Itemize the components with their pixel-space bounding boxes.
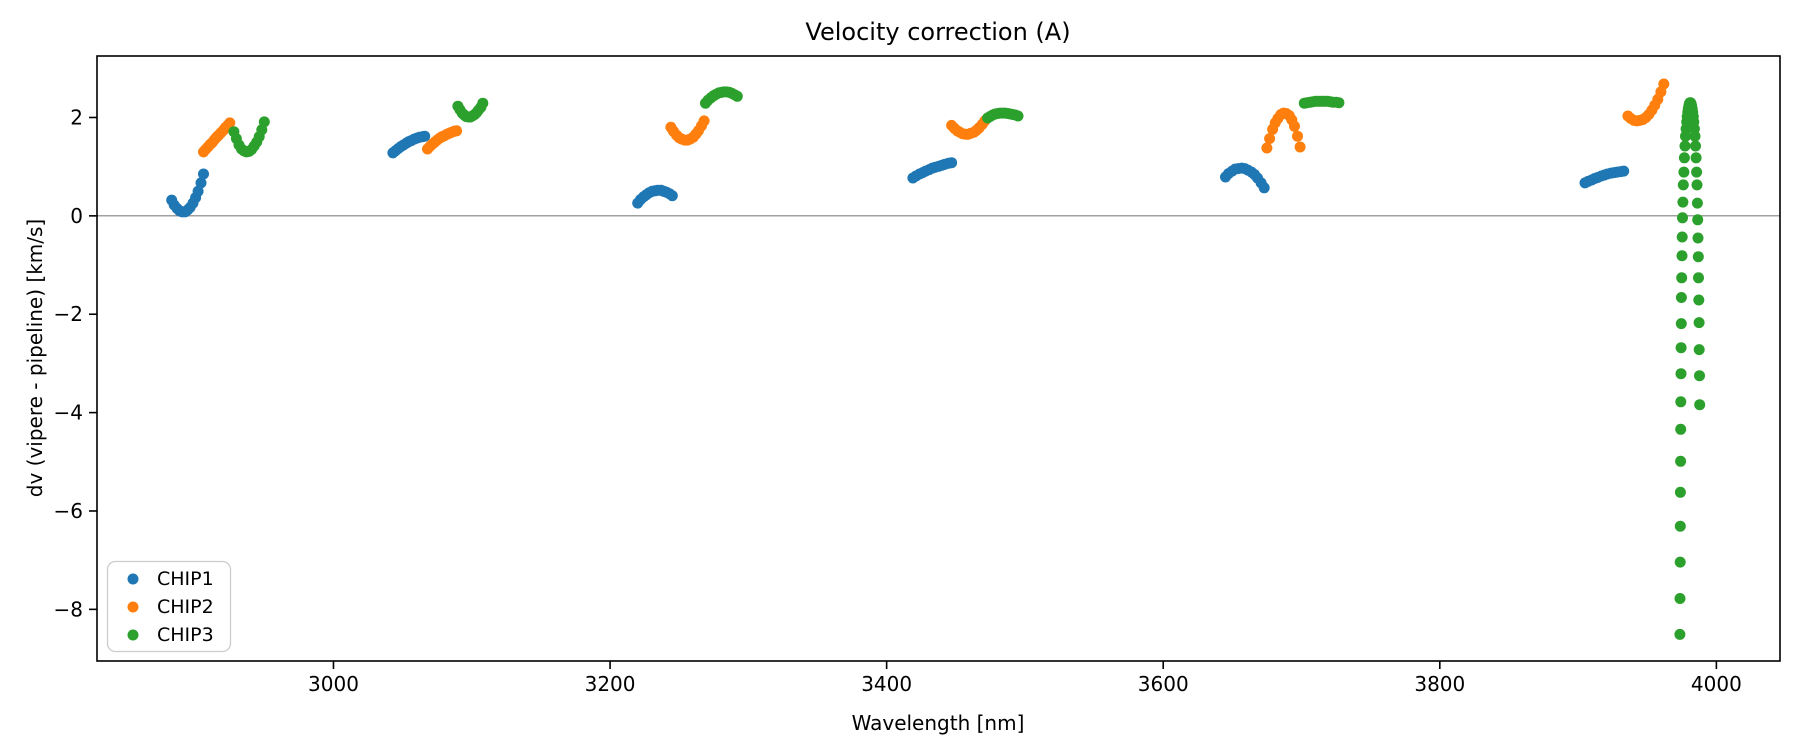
scatter-point	[1676, 272, 1688, 284]
legend-item-chip2: CHIP2	[127, 596, 214, 618]
legend-label: CHIP1	[157, 568, 214, 590]
scatter-point	[1690, 152, 1702, 164]
y-tick-label: −6	[54, 499, 83, 523]
scatter-point	[1289, 120, 1300, 132]
scatter-point	[1258, 182, 1270, 194]
x-tick-label: 3400	[861, 672, 912, 696]
scatter-point	[1674, 556, 1686, 568]
scatter-point	[1674, 486, 1686, 498]
scatter-point	[1678, 152, 1690, 164]
scatter-point	[258, 116, 270, 128]
y-tick-label: −4	[54, 401, 83, 425]
scatter-point	[1674, 520, 1686, 532]
scatter-point	[451, 125, 463, 137]
series-chip2	[198, 78, 1670, 158]
scatter-point	[1675, 292, 1687, 303]
x-axis-label: Wavelength [nm]	[852, 711, 1025, 735]
scatter-point	[477, 97, 489, 109]
chart-title: Velocity correction (A)	[805, 18, 1070, 46]
plot-border	[96, 55, 1781, 662]
scatter-point	[1694, 370, 1705, 382]
scatter-point	[1692, 232, 1704, 244]
legend-item-chip1: CHIP1	[127, 568, 214, 590]
scatter-point	[1333, 97, 1345, 109]
scatter-point	[1693, 294, 1705, 306]
scatter-point	[1693, 344, 1705, 356]
legend-label: CHIP2	[157, 596, 214, 618]
scatter-point	[224, 117, 236, 129]
scatter-point	[666, 190, 678, 202]
scatter-point	[1294, 141, 1306, 153]
legend-marker-icon	[127, 601, 139, 613]
scatter-point	[1677, 179, 1689, 191]
scatter-point	[1691, 166, 1703, 178]
series-chip3	[228, 86, 1706, 640]
scatter-point	[1689, 130, 1701, 142]
scatter-point	[1658, 78, 1670, 90]
scatter-point	[731, 90, 743, 102]
scatter-point	[1675, 455, 1687, 467]
scatter-point	[1674, 628, 1686, 640]
x-axis-ticks: 3000 3200 3400 3600 3800 4000	[308, 661, 1742, 696]
scatter-point	[1690, 140, 1701, 152]
scatter-point	[1675, 396, 1687, 408]
scatter-point	[1693, 317, 1705, 329]
legend-item-chip3: CHIP3	[127, 624, 214, 646]
y-tick-label: 2	[70, 105, 83, 129]
scatter-point	[1675, 318, 1687, 330]
scatter-point	[1693, 272, 1704, 284]
scatter-point	[1676, 231, 1688, 243]
scatter-point	[1292, 130, 1303, 142]
legend-marker-icon	[127, 629, 139, 641]
scatter-point	[1691, 179, 1703, 191]
scatter-point	[1618, 165, 1630, 177]
scatter-point	[1678, 166, 1690, 178]
scatter-point	[1676, 250, 1688, 262]
y-axis-label: dv (vipere - pipeline) [km/s]	[23, 219, 47, 497]
y-tick-label: 0	[70, 204, 83, 228]
scatter-point	[1674, 593, 1686, 604]
scatter-point	[1012, 110, 1024, 122]
legend-box	[106, 560, 232, 653]
scatter-point	[198, 168, 209, 180]
scatter-point	[1677, 212, 1688, 224]
scatter-point	[698, 115, 710, 127]
scatter-point	[1694, 399, 1706, 411]
scatter-point	[195, 177, 207, 189]
legend-label: CHIP3	[157, 624, 214, 646]
x-tick-label: 3800	[1414, 672, 1465, 696]
y-tick-label: −2	[54, 302, 83, 326]
scatter-point	[1679, 140, 1691, 152]
scatter-point	[1675, 423, 1687, 435]
scatter-point	[1264, 133, 1276, 145]
scatter-point	[946, 157, 958, 169]
x-tick-label: 3200	[585, 672, 636, 696]
x-tick-label: 3600	[1138, 672, 1189, 696]
scatter-point	[1692, 214, 1704, 226]
x-tick-label: 4000	[1691, 672, 1742, 696]
scatter-point	[192, 185, 204, 197]
scatter-point	[1692, 251, 1704, 263]
scatter-point	[1675, 368, 1687, 380]
scatter-point	[1691, 197, 1703, 209]
scatter-point	[1675, 342, 1687, 354]
y-axis-ticks: 2 0 −2 −4 −6 −8	[54, 105, 97, 621]
scatter-point	[1677, 196, 1689, 208]
scatter-points	[166, 78, 1706, 640]
scatter-point	[1261, 142, 1273, 154]
legend-marker-icon	[127, 573, 139, 585]
y-tick-label: −8	[54, 597, 83, 621]
scatter-point	[419, 130, 431, 142]
legend: CHIP1 CHIP2 CHIP3	[106, 560, 232, 653]
x-tick-label: 3000	[308, 672, 359, 696]
series-chip1	[166, 130, 1630, 218]
